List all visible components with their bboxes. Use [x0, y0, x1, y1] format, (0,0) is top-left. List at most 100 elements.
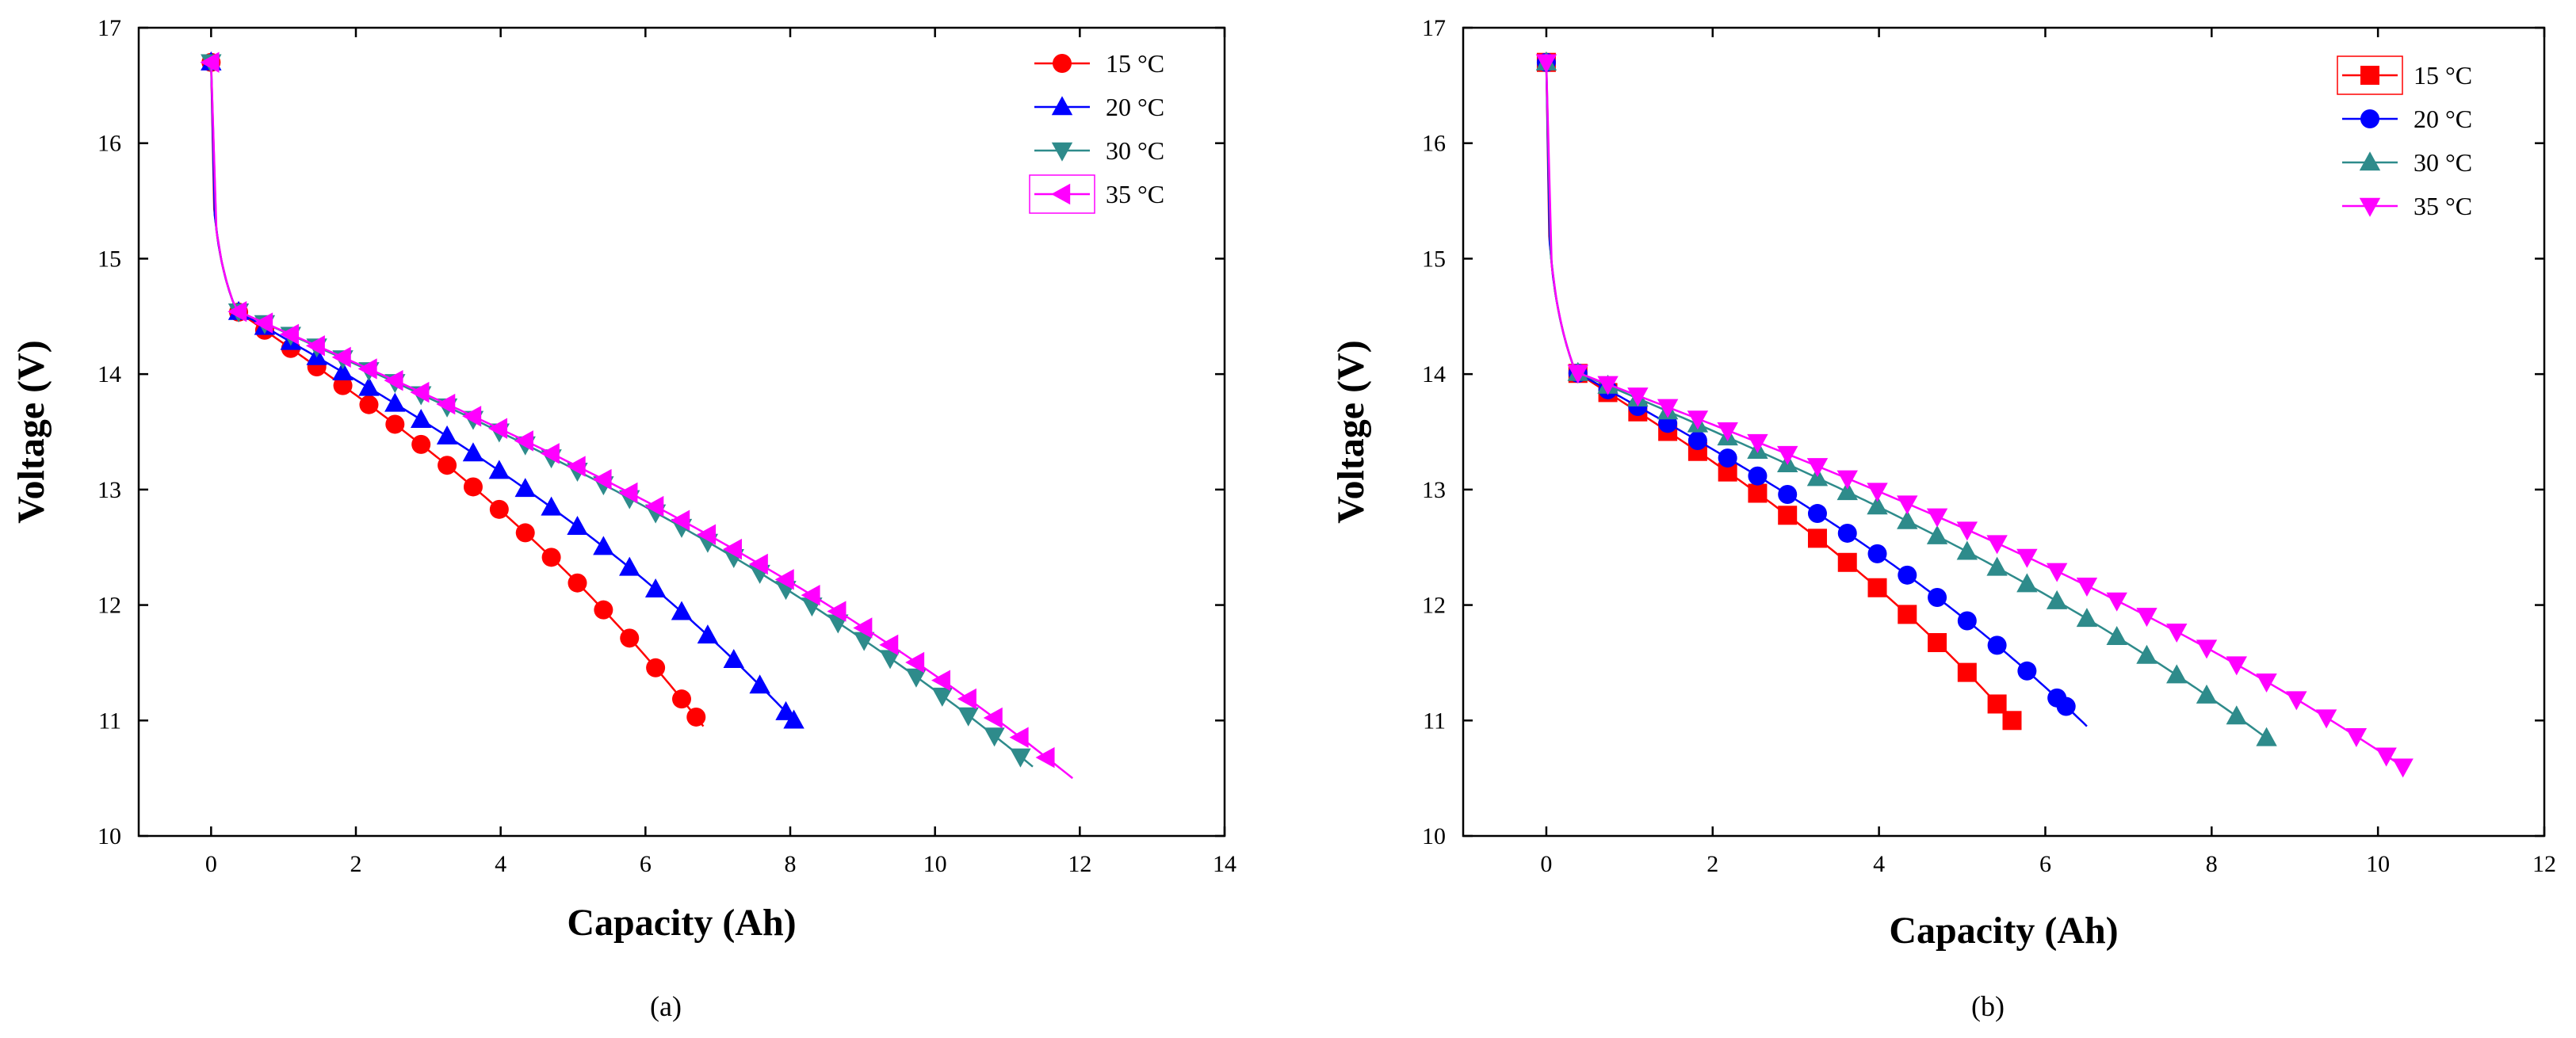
data-point [1957, 662, 1977, 682]
data-point [1836, 470, 1858, 490]
data-point [1867, 544, 1887, 563]
data-point [905, 651, 925, 674]
data-point [384, 392, 406, 412]
legend-marker [2360, 109, 2379, 128]
data-point [1898, 605, 1917, 624]
y-tick-label: 14 [97, 361, 121, 387]
panel-label: (a) [650, 990, 682, 1022]
data-point [749, 674, 770, 694]
data-point [1687, 430, 1707, 450]
data-point [931, 687, 953, 707]
legend-label: 15 °C [2414, 61, 2472, 90]
data-point [2256, 674, 2277, 693]
data-point [1837, 552, 1857, 572]
data-point [1687, 410, 1709, 430]
x-tick-label: 6 [2039, 851, 2051, 877]
data-point [2136, 644, 2157, 664]
x-tick-label: 8 [2206, 851, 2218, 877]
data-point [2076, 608, 2098, 628]
data-point [2166, 664, 2188, 684]
data-point [1987, 694, 2007, 714]
y-axis-label: Voltage (V) [10, 340, 52, 524]
data-point [305, 335, 325, 357]
data-point [879, 634, 899, 656]
data-point [463, 477, 483, 497]
data-point [2256, 727, 2277, 746]
data-point [254, 312, 273, 334]
legend-marker [1051, 96, 1073, 116]
data-point [540, 443, 560, 464]
data-point [2136, 608, 2157, 628]
x-tick-label: 12 [1068, 851, 1091, 877]
data-point [438, 456, 457, 475]
data-point [774, 569, 794, 590]
data-point [697, 524, 717, 545]
data-point [2106, 626, 2127, 646]
data-point [957, 707, 979, 727]
data-point [488, 418, 508, 439]
legend-label: 30 °C [1106, 136, 1164, 165]
data-point [879, 650, 901, 670]
data-point [1777, 445, 1798, 465]
data-point [514, 430, 533, 452]
data-point [384, 369, 403, 391]
data-point [1748, 466, 1768, 486]
legend-label: 20 °C [1106, 93, 1164, 121]
data-point [1928, 632, 1947, 652]
data-point [1806, 458, 1829, 478]
x-tick-label: 10 [2366, 851, 2390, 877]
x-tick-label: 0 [1540, 851, 1552, 877]
data-point [1597, 376, 1619, 395]
legend-marker [1053, 54, 1072, 73]
data-point [931, 670, 950, 691]
data-point [1897, 495, 1918, 515]
legend-label: 35 °C [2414, 192, 2472, 220]
data-point [280, 323, 299, 345]
data-point [1898, 565, 1917, 585]
data-point [723, 649, 744, 669]
x-tick-label: 2 [350, 851, 362, 877]
data-point [748, 553, 768, 575]
legend-label: 30 °C [2414, 148, 2472, 177]
legend-highlight-box [2337, 55, 2403, 95]
data-point [515, 523, 535, 543]
data-point [436, 393, 456, 415]
data-point [620, 628, 640, 648]
y-tick-label: 12 [1422, 593, 1446, 619]
data-point [1807, 504, 1827, 524]
data-point [436, 425, 458, 445]
y-tick-label: 10 [1422, 823, 1446, 849]
x-tick-label: 6 [640, 851, 652, 877]
data-point [593, 536, 614, 555]
legend-marker [1051, 142, 1073, 162]
data-point [697, 624, 719, 644]
legend: 15 °C 20 °C 30 °C 35 °C [2337, 55, 2472, 220]
data-point [1535, 54, 1557, 74]
y-tick-label: 16 [97, 131, 121, 157]
data-point [1657, 399, 1679, 418]
data-point [2226, 656, 2247, 676]
legend-marker [2359, 197, 2381, 217]
data-point [1627, 387, 1649, 407]
data-point [1748, 483, 1768, 503]
data-point [671, 509, 690, 531]
y-tick-label: 11 [1423, 708, 1446, 734]
data-point [2196, 684, 2218, 704]
data-point [462, 442, 484, 462]
legend-label: 15 °C [1106, 49, 1164, 78]
data-point [2016, 548, 2038, 568]
data-point [2226, 705, 2247, 725]
data-point [592, 468, 612, 490]
x-tick-label: 10 [923, 851, 947, 877]
data-point [333, 376, 353, 395]
data-point [1718, 448, 1737, 468]
data-point [671, 601, 693, 620]
x-tick-label: 2 [1707, 851, 1718, 877]
series-35C [1535, 54, 2414, 778]
data-point [1747, 433, 1768, 453]
data-point [1009, 727, 1029, 748]
data-point [1778, 506, 1798, 525]
y-tick-label: 13 [97, 477, 121, 503]
data-point [1956, 540, 1978, 560]
data-point [489, 499, 509, 519]
